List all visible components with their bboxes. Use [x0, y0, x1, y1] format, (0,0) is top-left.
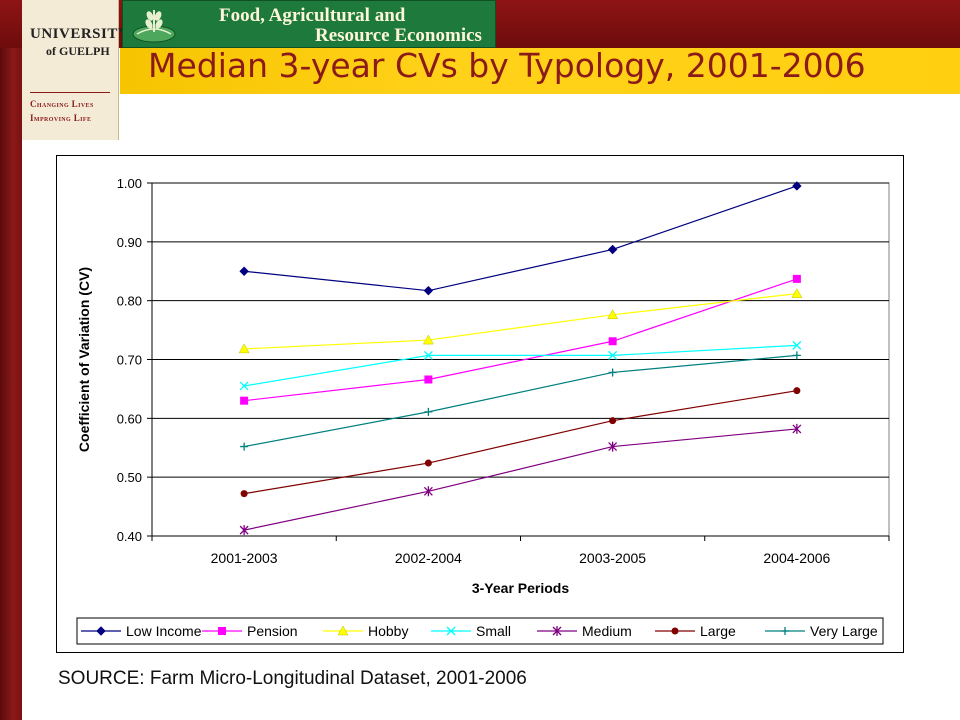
data-point — [239, 381, 249, 391]
tagline-line-1: Changing Lives — [30, 99, 94, 109]
source-note: SOURCE: Farm Micro-Longitudinal Dataset,… — [58, 668, 527, 689]
department-name-line-1: Food, Agricultural and — [219, 5, 406, 26]
university-name: UNIVERSITY — [30, 26, 130, 42]
legend-marker — [218, 627, 226, 635]
series-line-small — [244, 344, 797, 387]
data-point — [423, 486, 433, 497]
series-line-very-large — [244, 354, 797, 448]
data-point — [792, 181, 802, 191]
university-logo: UNIVERSITY of GUELPH Changing Lives Impr… — [22, 0, 129, 140]
data-point — [608, 368, 617, 377]
y-axis-title: Coefficient of Variation (CV) — [76, 267, 92, 452]
y-tick-label: 0.40 — [117, 529, 142, 544]
wheat-emblem-icon — [132, 10, 176, 43]
x-axis-title: 3-Year Periods — [472, 580, 569, 596]
data-point — [423, 285, 434, 296]
y-tick-label: 0.50 — [117, 470, 142, 485]
data-point — [608, 337, 617, 346]
legend-marker — [337, 625, 349, 636]
data-point — [792, 351, 801, 360]
y-tick-label: 0.60 — [117, 411, 142, 426]
y-tick-label: 0.80 — [117, 294, 142, 309]
series-line-large — [244, 390, 797, 495]
data-point — [792, 423, 802, 434]
data-point — [240, 396, 249, 405]
x-tick-label: 2001-2003 — [211, 550, 278, 566]
data-point — [607, 309, 619, 320]
data-point — [424, 459, 432, 467]
x-tick-label: 2003-2005 — [579, 550, 646, 566]
series-line-pension — [244, 278, 798, 402]
data-point — [607, 244, 618, 255]
legend-marker — [446, 626, 456, 636]
y-tick-label: 0.90 — [117, 235, 142, 250]
data-point — [423, 350, 433, 360]
series-line-hobby — [244, 293, 797, 350]
legend-marker — [671, 627, 679, 635]
data-point — [240, 490, 248, 498]
data-point — [240, 442, 249, 451]
department-name-line-2: Resource Economics — [315, 25, 482, 46]
chart-area: 0.40 0.50 0.60 0.70 0.80 0.90 1.00 2001-2003 200… — [56, 155, 904, 653]
legend-label: Pension — [247, 623, 298, 639]
tagline-line-2: Improving Life — [30, 113, 92, 123]
data-point — [422, 334, 434, 345]
series-line-medium — [244, 428, 797, 531]
data-point — [609, 417, 617, 425]
data-point — [791, 288, 803, 298]
data-point — [608, 441, 618, 452]
university-city: of GUELPH — [46, 44, 110, 58]
legend-label: Low Income — [126, 623, 202, 639]
data-point — [424, 407, 433, 416]
data-point — [793, 387, 801, 395]
department-banner: Food, Agricultural and Resource Economic… — [122, 0, 496, 48]
legend-label: Large — [700, 623, 736, 639]
left-accent-bar — [0, 0, 22, 720]
data-point — [792, 340, 802, 350]
x-tick-label: 2002-2004 — [395, 550, 462, 566]
data-point — [239, 266, 249, 276]
x-tick-label: 2004-2006 — [763, 550, 830, 566]
legend-label: Hobby — [368, 623, 408, 639]
legend-label: Small — [476, 623, 511, 639]
data-point — [238, 343, 250, 354]
legend-marker — [781, 627, 789, 635]
line-chart: 0.40 0.50 0.60 0.70 0.80 0.90 1.00 2001-2003 200… — [76, 176, 890, 645]
legend-marker — [96, 626, 106, 636]
legend-label: Very Large — [810, 623, 878, 639]
slide-title: Median 3-year CVs by Typology, 2001-2006 — [148, 46, 866, 85]
data-point — [239, 525, 249, 536]
legend-label: Medium — [582, 623, 632, 639]
series-line-low-income — [244, 185, 798, 292]
data-point — [608, 350, 618, 360]
data-point — [792, 274, 801, 283]
logo-divider — [30, 92, 110, 93]
y-tick-label: 1.00 — [117, 176, 142, 191]
data-point — [424, 375, 433, 384]
title-band — [120, 48, 960, 94]
legend-marker — [552, 626, 562, 636]
y-tick-label: 0.70 — [117, 353, 142, 368]
